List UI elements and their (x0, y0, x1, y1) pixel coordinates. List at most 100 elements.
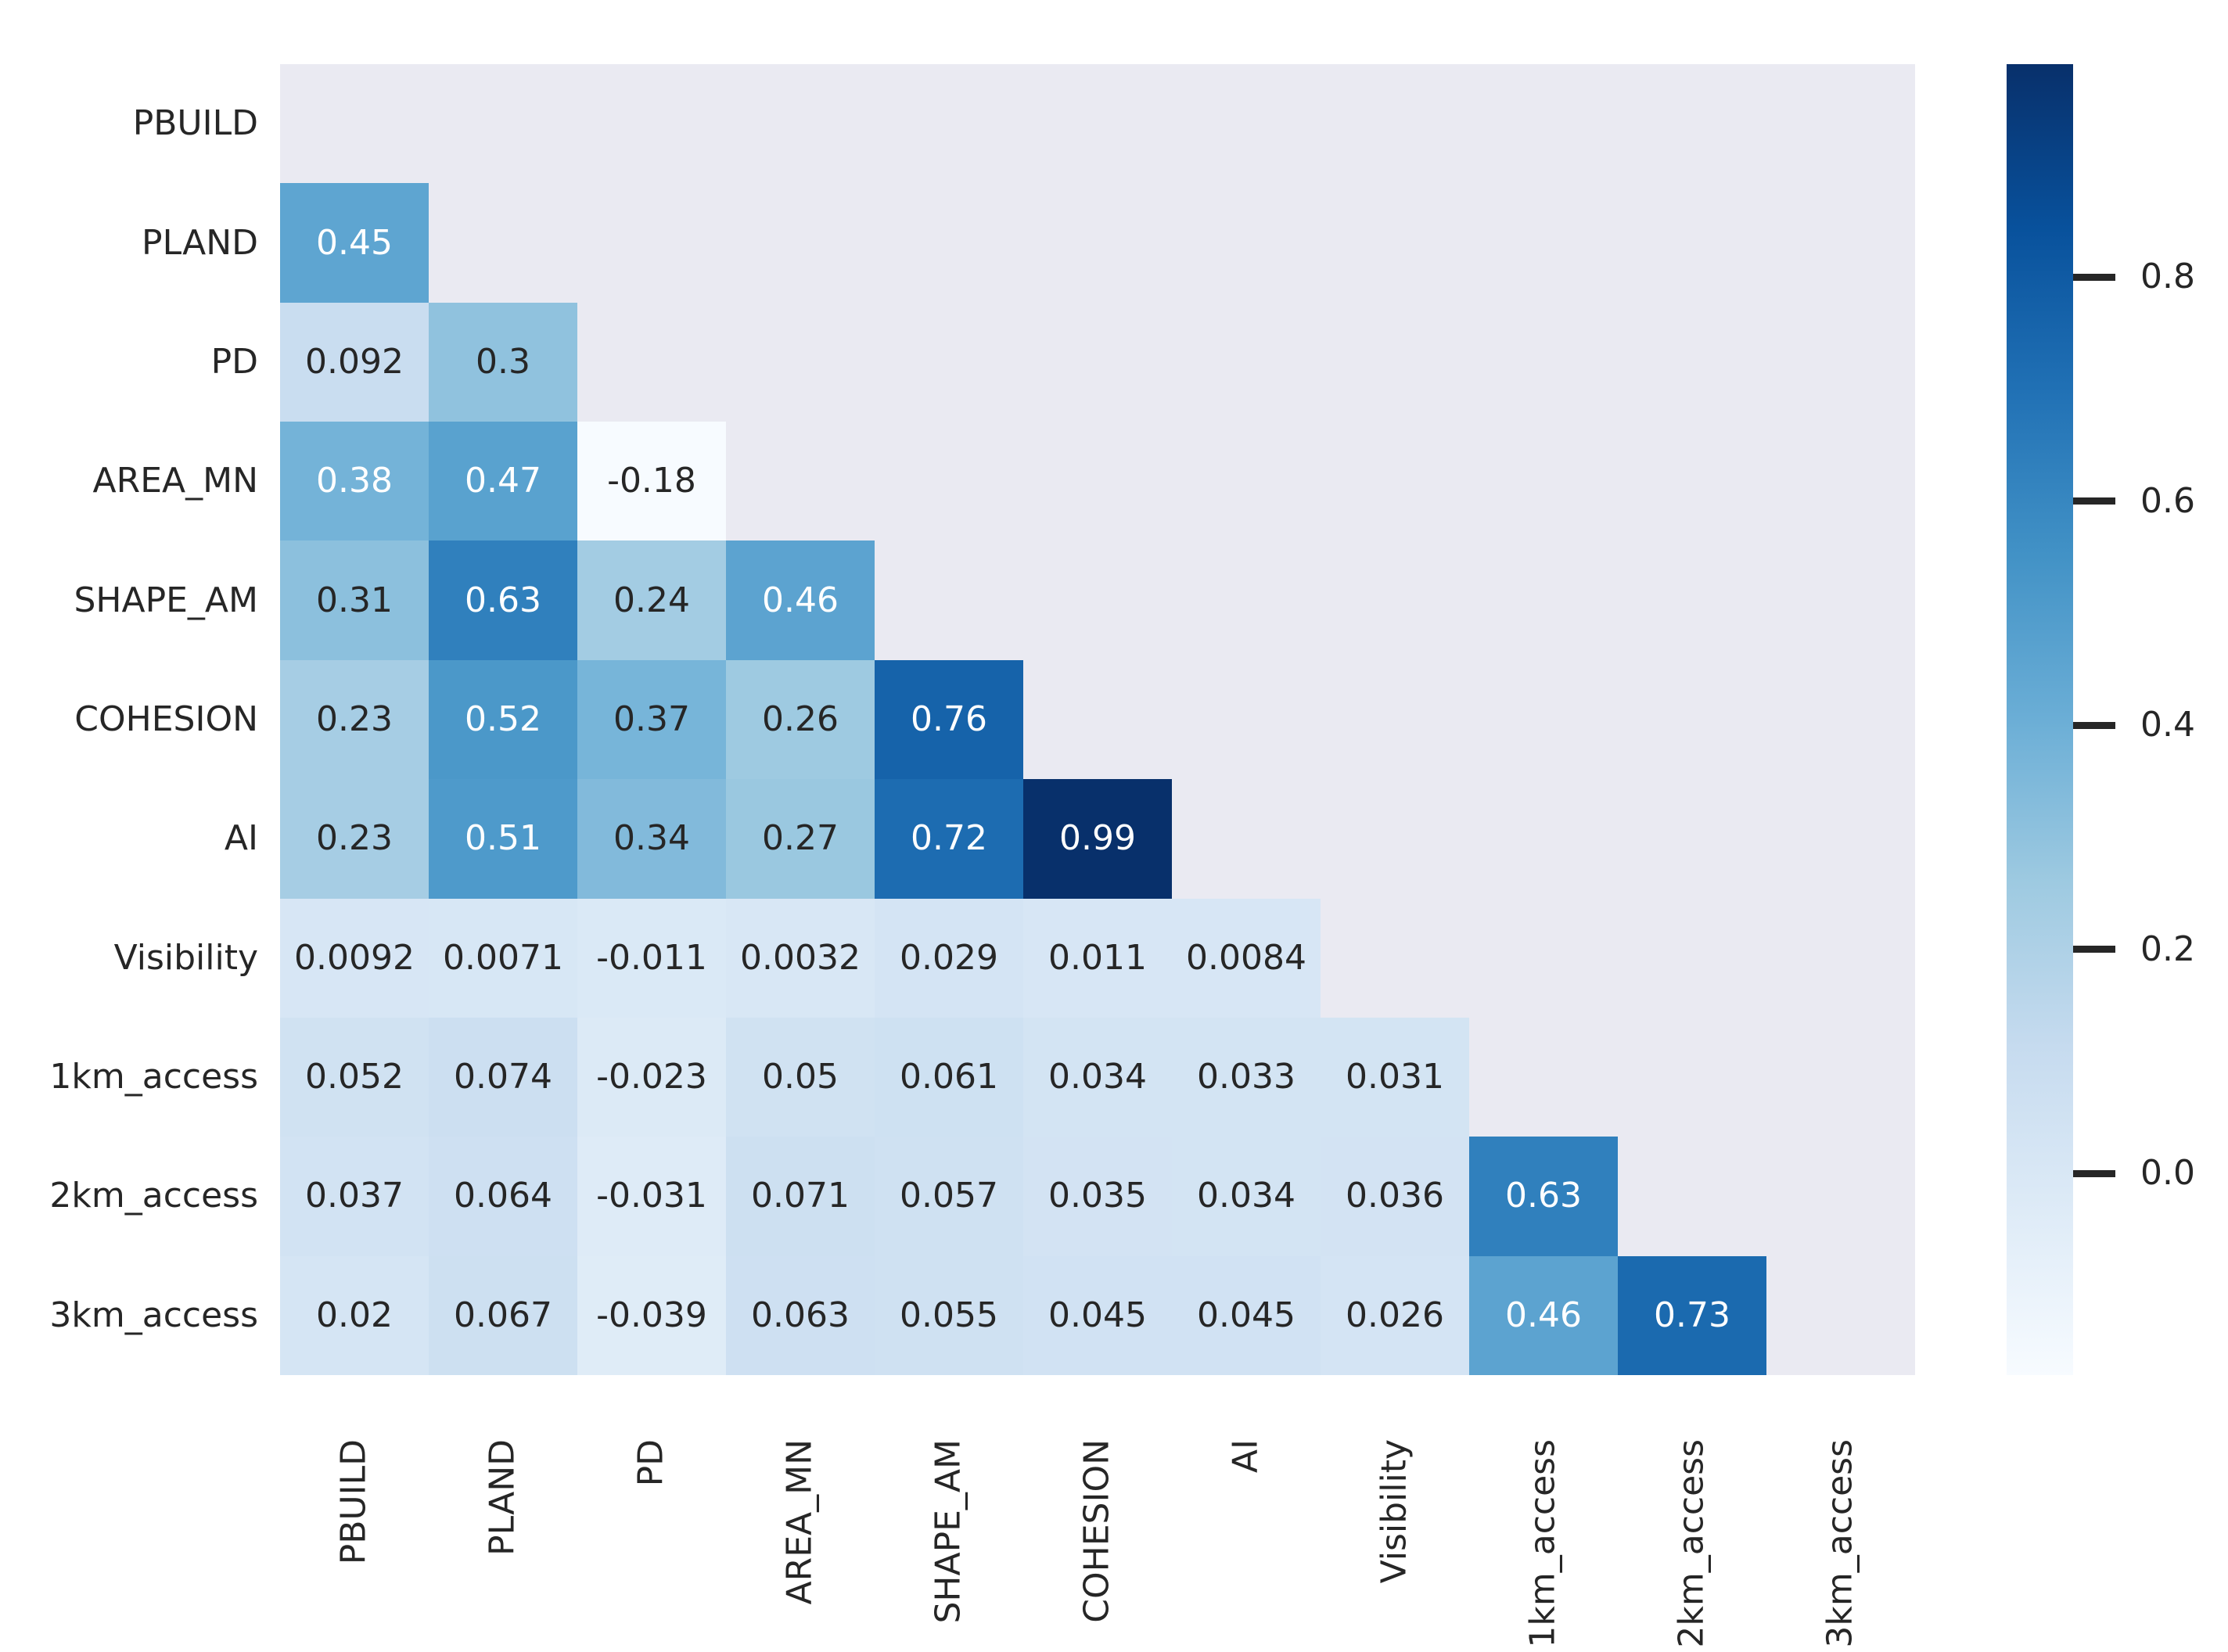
cell-value: 0.064 (454, 1176, 552, 1216)
heatmap-cell: 0.0071 (429, 898, 577, 1018)
cell-value: -0.011 (596, 937, 707, 978)
heatmap-cell (1023, 183, 1172, 303)
heatmap-cell: 0.011 (1023, 898, 1172, 1018)
x-tick-label: AREA_MN (779, 1439, 820, 1605)
x-tick-label: AI (1225, 1439, 1266, 1474)
heatmap-cell: 0.63 (1469, 1137, 1618, 1256)
y-tick-label: COHESION (74, 699, 258, 739)
heatmap-cell: 0.035 (1023, 1137, 1172, 1256)
heatmap-cell: 0.037 (280, 1137, 429, 1256)
x-tick-label: COHESION (1076, 1439, 1117, 1623)
heatmap-cell (1469, 183, 1618, 303)
cell-value: 0.02 (316, 1295, 393, 1335)
heatmap-cell: 0.034 (1172, 1137, 1321, 1256)
heatmap-cell (1469, 540, 1618, 660)
cell-value: 0.011 (1048, 937, 1147, 978)
heatmap-cell (577, 64, 726, 184)
heatmap-cell (1321, 540, 1469, 660)
heatmap-cell (1766, 1137, 1915, 1256)
colorbar-tick-label: 0.4 (2140, 705, 2195, 745)
cell-value: 0.45 (316, 222, 393, 263)
heatmap-cell (1766, 1255, 1915, 1375)
colorbar-tick-mark (2073, 721, 2115, 729)
heatmap-cell (1618, 779, 1766, 899)
heatmap-cell: 0.052 (280, 1017, 429, 1137)
heatmap-cell: -0.011 (577, 898, 726, 1018)
heatmap-cell (1023, 64, 1172, 184)
cell-value: 0.63 (465, 580, 541, 620)
heatmap-cell (1469, 1017, 1618, 1137)
heatmap-cell (1172, 183, 1321, 303)
cell-value: 0.033 (1197, 1057, 1295, 1097)
y-tick-label: 3km_access (49, 1295, 258, 1335)
heatmap-cell (1172, 540, 1321, 660)
heatmap-cell (1023, 302, 1172, 422)
heatmap-cell (1618, 422, 1766, 541)
cell-value: 0.24 (613, 580, 690, 620)
cell-value: 0.063 (751, 1295, 850, 1335)
cell-value: 0.51 (465, 818, 541, 859)
heatmap-cell: 0.99 (1023, 779, 1172, 899)
heatmap-cell: 0.061 (875, 1017, 1023, 1137)
y-tick-label: PD (210, 341, 258, 382)
cell-value: 0.074 (454, 1057, 552, 1097)
cell-value: 0.34 (613, 818, 690, 859)
cell-value: 0.26 (762, 699, 839, 739)
heatmap-cell: 0.055 (875, 1255, 1023, 1375)
heatmap-cell (1172, 422, 1321, 541)
x-tick-label: PBUILD (333, 1439, 374, 1565)
heatmap-cell (1172, 302, 1321, 422)
cell-value: 0.0032 (740, 937, 861, 978)
cell-value: 0.3 (476, 341, 530, 382)
heatmap-cell (1469, 659, 1618, 780)
cell-value: -0.18 (607, 461, 696, 501)
heatmap-cell: 0.51 (429, 779, 577, 899)
heatmap-cell (726, 64, 875, 184)
cell-value: 0.76 (911, 699, 987, 739)
cell-value: 0.052 (305, 1057, 404, 1097)
heatmap-cell: 0.27 (726, 779, 875, 899)
heatmap-cell (1321, 64, 1469, 184)
heatmap-cell: -0.031 (577, 1137, 726, 1256)
cell-value: -0.039 (596, 1295, 707, 1335)
heatmap-cell: 0.3 (429, 302, 577, 422)
colorbar-tick-label: 0.2 (2140, 928, 2195, 969)
heatmap-cell: 0.05 (726, 1017, 875, 1137)
heatmap-cell: 0.067 (429, 1255, 577, 1375)
heatmap-cell: 0.45 (280, 183, 429, 303)
cell-value: 0.026 (1346, 1295, 1444, 1335)
heatmap-cell (1766, 422, 1915, 541)
heatmap-cell (1469, 64, 1618, 184)
cell-value: 0.057 (900, 1176, 998, 1216)
heatmap-cell: -0.039 (577, 1255, 726, 1375)
x-tick-label: 2km_access (1671, 1439, 1712, 1648)
heatmap-cell (726, 422, 875, 541)
heatmap-cell (1766, 779, 1915, 899)
colorbar-tick-mark (2073, 497, 2115, 505)
colorbar-tick-label: 0.8 (2140, 257, 2195, 297)
heatmap-cell: 0.72 (875, 779, 1023, 899)
heatmap-cell (1618, 659, 1766, 780)
heatmap-cell: -0.023 (577, 1017, 726, 1137)
heatmap-cell: 0.029 (875, 898, 1023, 1018)
heatmap-cell (1618, 64, 1766, 184)
heatmap-cell: 0.0032 (726, 898, 875, 1018)
cell-value: 0.0092 (294, 937, 415, 978)
cell-value: 0.035 (1048, 1176, 1147, 1216)
heatmap-cell (1023, 422, 1172, 541)
heatmap-cell (429, 183, 577, 303)
y-tick-label: 1km_access (49, 1057, 258, 1097)
cell-value: 0.31 (316, 580, 393, 620)
heatmap-cell (1469, 898, 1618, 1018)
heatmap-cell: -0.18 (577, 422, 726, 541)
heatmap-cell: 0.092 (280, 302, 429, 422)
x-tick-label: 1km_access (1522, 1439, 1563, 1648)
heatmap-cell (1469, 779, 1618, 899)
heatmap-cell (875, 64, 1023, 184)
cell-value: 0.0071 (443, 937, 563, 978)
heatmap-cell (875, 302, 1023, 422)
heatmap-cell: 0.73 (1618, 1255, 1766, 1375)
cell-value: 0.38 (316, 461, 393, 501)
colorbar-tick-mark (2073, 273, 2115, 281)
